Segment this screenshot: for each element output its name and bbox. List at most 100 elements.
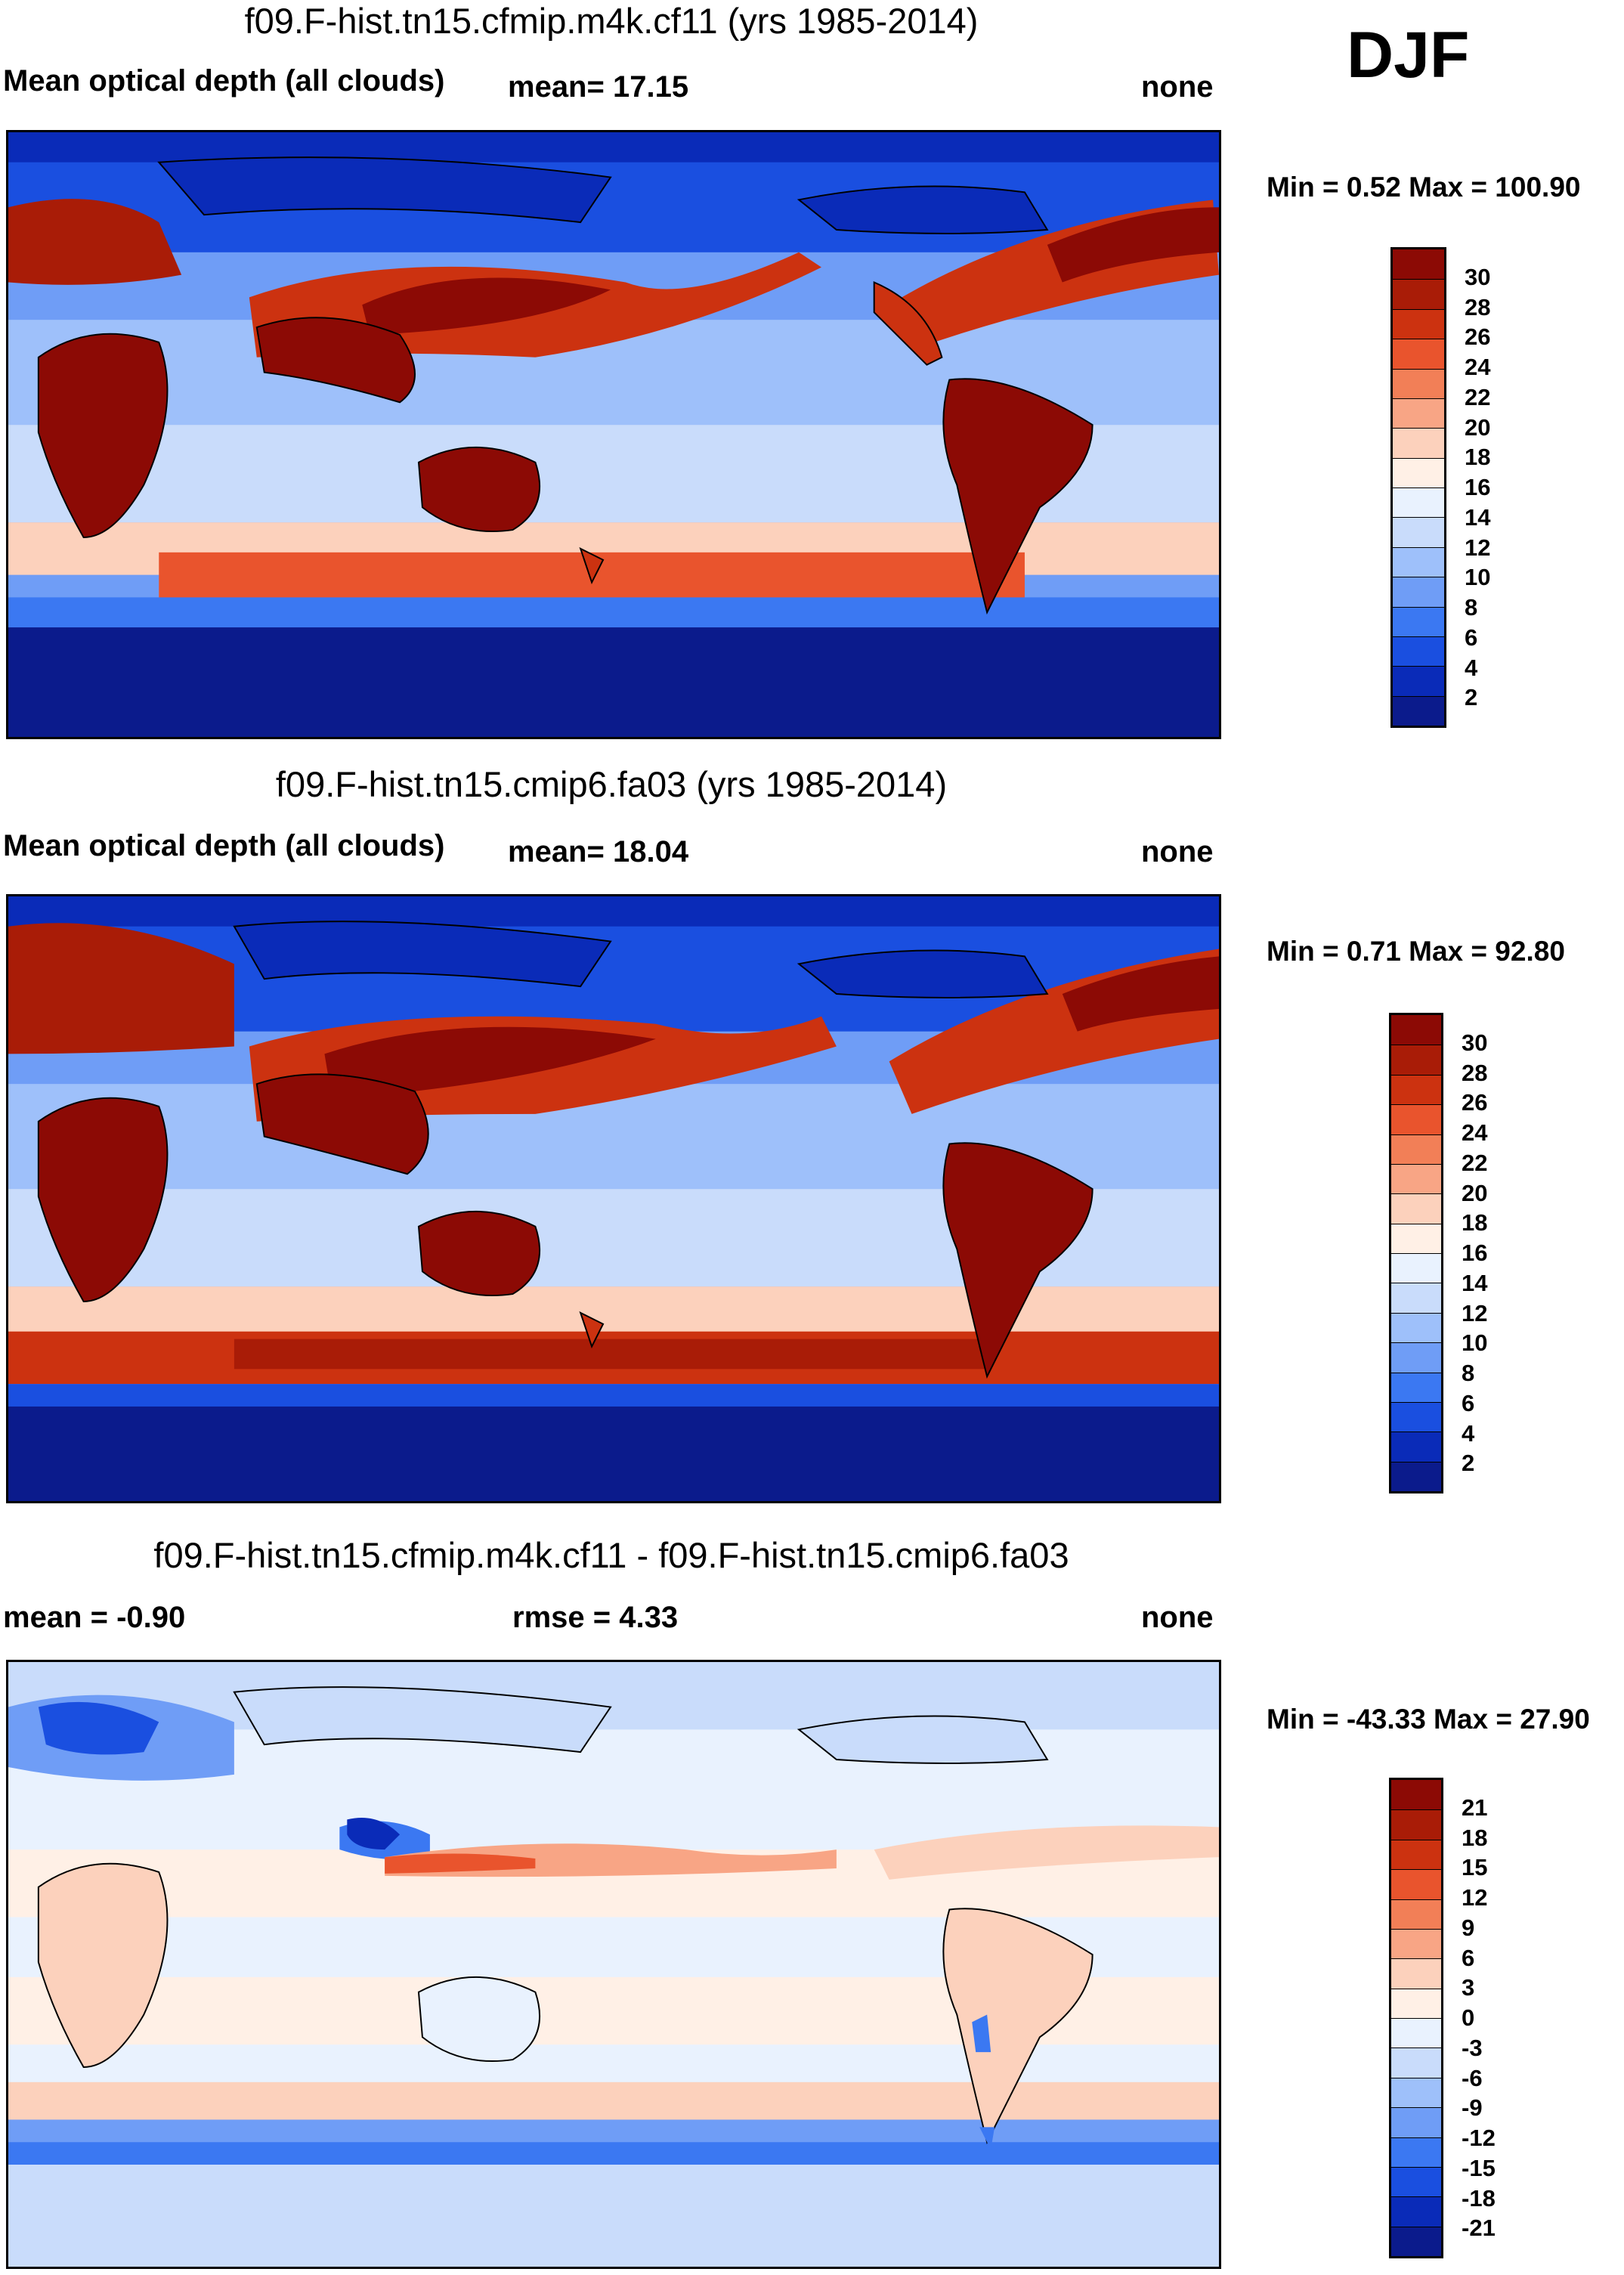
colorbar-tick-label: 3	[1462, 1974, 1475, 2001]
colorbar-tick-label: -12	[1462, 2125, 1496, 2151]
colorbar-tick-label: 20	[1465, 413, 1491, 441]
colorbar-tick-label: 16	[1465, 474, 1491, 500]
colorbar-tick-label: 4	[1465, 654, 1478, 681]
panel3-colorbar	[1389, 1778, 1443, 2258]
colorbar-swatch	[1391, 1899, 1441, 1929]
colorbar-tick-label: 0	[1462, 2004, 1475, 2031]
panel1-colorbar	[1390, 247, 1446, 728]
colorbar-swatch	[1393, 666, 1444, 696]
colorbar-tick-label: 30	[1462, 1029, 1488, 1056]
panel1-colorbar-ticks: 30 28 26 24 22 20 18 16 14 12 10 8 6 4 2	[1465, 247, 1578, 728]
colorbar-swatch	[1391, 1045, 1441, 1075]
colorbar-swatch	[1391, 2107, 1441, 2137]
panel3-mean-label: mean = -0.90	[3, 1601, 186, 1634]
colorbar-swatch	[1393, 279, 1444, 309]
colorbar-swatch	[1391, 1461, 1441, 1491]
colorbar-tick-label: -9	[1462, 2094, 1483, 2122]
colorbar-tick-label: 2	[1465, 684, 1478, 711]
colorbar-swatch	[1391, 1253, 1441, 1283]
colorbar-swatch	[1393, 577, 1444, 607]
panel2-variable-label: Mean optical depth (all clouds)	[3, 829, 445, 862]
colorbar-tick-label: 24	[1462, 1119, 1488, 1146]
colorbar-swatch	[1391, 2226, 1441, 2256]
colorbar-tick-label: 26	[1465, 323, 1491, 351]
panel2-units-label: none	[1141, 835, 1214, 868]
colorbar-swatch	[1391, 1104, 1441, 1134]
colorbar-swatch	[1393, 368, 1444, 398]
colorbar-swatch	[1391, 1015, 1441, 1045]
colorbar-swatch	[1391, 2137, 1441, 2167]
colorbar-swatch	[1391, 1432, 1441, 1462]
colorbar-swatch	[1393, 546, 1444, 577]
panel3-rmse-label: rmse = 4.33	[512, 1601, 679, 1634]
panel1-variable-label: Mean optical depth (all clouds)	[3, 64, 445, 98]
colorbar-swatch	[1393, 339, 1444, 369]
colorbar-swatch	[1391, 1869, 1441, 1899]
colorbar-tick-label: 26	[1462, 1089, 1488, 1116]
colorbar-swatch	[1393, 457, 1444, 488]
panel2-colorbar	[1389, 1013, 1443, 1493]
colorbar-swatch	[1393, 398, 1444, 429]
colorbar-tick-label: -3	[1462, 2034, 1483, 2061]
colorbar-tick-label: 18	[1462, 1824, 1488, 1851]
panel3-units-label: none	[1141, 1601, 1214, 1634]
colorbar-swatch	[1393, 428, 1444, 458]
colorbar-swatch	[1393, 308, 1444, 339]
colorbar-tick-label: 2	[1462, 1450, 1475, 1477]
panel2-minmax: Min = 0.71 Max = 92.80	[1267, 936, 1565, 967]
colorbar-swatch	[1391, 1193, 1441, 1224]
colorbar-swatch	[1391, 1401, 1441, 1432]
panel3-colorbar-ticks: 21 18 15 12 9 6 3 0 -3 -6 -9 -12 -15 -18 -21	[1462, 1778, 1575, 2258]
colorbar-tick-label: 28	[1462, 1059, 1488, 1086]
colorbar-swatch	[1391, 1372, 1441, 1402]
colorbar-swatch	[1391, 1958, 1441, 1989]
colorbar-swatch	[1391, 1928, 1441, 1959]
colorbar-tick-label: 4	[1462, 1419, 1475, 1447]
colorbar-swatch	[1391, 1134, 1441, 1164]
colorbar-tick-label: 6	[1462, 1944, 1475, 1971]
panel3-minmax: Min = -43.33 Max = 27.90	[1267, 1704, 1590, 1735]
colorbar-swatch	[1391, 2196, 1441, 2227]
panel2-map	[6, 894, 1221, 1503]
colorbar-tick-label: 8	[1465, 594, 1478, 621]
panel1-title: f09.F-hist.tn15.cfmip.m4k.cf11 (yrs 1985…	[244, 1, 979, 41]
colorbar-tick-label: 22	[1465, 383, 1491, 410]
colorbar-tick-label: 10	[1465, 564, 1491, 591]
colorbar-swatch	[1391, 1074, 1441, 1105]
colorbar-tick-label: 10	[1462, 1329, 1488, 1357]
colorbar-swatch	[1393, 695, 1444, 726]
panel2-title: f09.F-hist.tn15.cmip6.fa03 (yrs 1985-201…	[275, 764, 948, 804]
colorbar-tick-label: 28	[1465, 293, 1491, 320]
colorbar-tick-label: 18	[1465, 444, 1491, 471]
colorbar-tick-label: 22	[1462, 1149, 1488, 1176]
colorbar-tick-label: -6	[1462, 2064, 1483, 2091]
colorbar-swatch	[1391, 1163, 1441, 1194]
colorbar-tick-label: 30	[1465, 263, 1491, 290]
colorbar-swatch	[1393, 249, 1444, 280]
colorbar-swatch	[1391, 1342, 1441, 1373]
colorbar-swatch	[1391, 1312, 1441, 1343]
colorbar-swatch	[1391, 2077, 1441, 2108]
panel1-mean-label: mean= 17.15	[508, 70, 689, 104]
colorbar-swatch	[1393, 517, 1444, 547]
colorbar-swatch	[1391, 1809, 1441, 1840]
colorbar-tick-label: 12	[1465, 534, 1491, 561]
colorbar-tick-label: 14	[1462, 1269, 1488, 1296]
panel1-minmax: Min = 0.52 Max = 100.90	[1267, 172, 1581, 203]
colorbar-tick-label: 16	[1462, 1240, 1488, 1266]
colorbar-tick-label: -21	[1462, 2215, 1496, 2242]
colorbar-swatch	[1391, 1283, 1441, 1313]
colorbar-swatch	[1393, 488, 1444, 518]
colorbar-tick-label: 9	[1462, 1914, 1475, 1941]
colorbar-tick-label: 18	[1462, 1209, 1488, 1237]
panel3-title: f09.F-hist.tn15.cfmip.m4k.cf11 - f09.F-h…	[153, 1535, 1069, 1575]
colorbar-swatch	[1393, 636, 1444, 667]
colorbar-swatch	[1391, 2018, 1441, 2048]
colorbar-tick-label: 21	[1462, 1794, 1488, 1821]
colorbar-swatch	[1393, 606, 1444, 636]
colorbar-tick-label: 6	[1465, 624, 1478, 651]
colorbar-tick-label: 6	[1462, 1389, 1475, 1416]
panel2-mean-label: mean= 18.04	[508, 835, 689, 868]
season-label: DJF	[1347, 19, 1470, 91]
panel1-map	[6, 130, 1221, 739]
